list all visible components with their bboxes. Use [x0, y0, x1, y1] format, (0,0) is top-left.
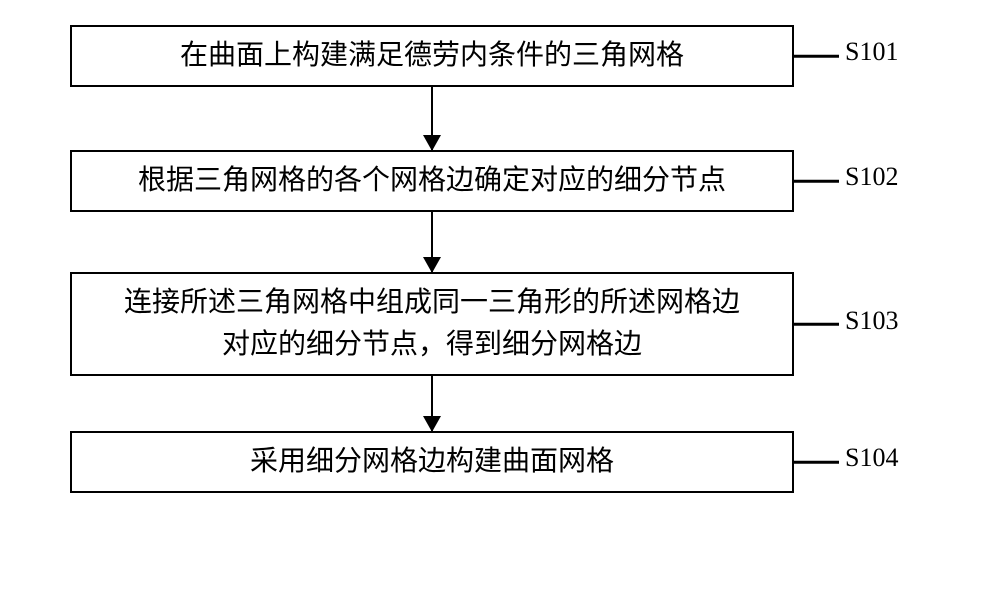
step-1-label: S101	[845, 37, 898, 67]
arrow-3-head	[423, 416, 441, 432]
step-3-text-line1: 连接所述三角网格中组成同一三角形的所述网格边	[124, 282, 740, 324]
step-1-box: 在曲面上构建满足德劳内条件的三角网格	[70, 25, 794, 87]
flowchart-step-4: 采用细分网格边构建曲面网格 S104	[70, 431, 930, 493]
step-4-text: 采用细分网格边构建曲面网格	[250, 441, 614, 483]
arrow-1-head	[423, 135, 441, 151]
step-1-connector	[794, 55, 839, 58]
arrow-2	[70, 212, 794, 272]
step-3-text-line2: 对应的细分节点，得到细分网格边	[124, 324, 740, 366]
flowchart-step-3: 连接所述三角网格中组成同一三角形的所述网格边 对应的细分节点，得到细分网格边 S…	[70, 272, 930, 376]
step-2-box: 根据三角网格的各个网格边确定对应的细分节点	[70, 150, 794, 212]
arrow-2-head	[423, 257, 441, 273]
step-4-label: S104	[845, 443, 898, 473]
step-2-connector	[794, 180, 839, 183]
flowchart-step-1: 在曲面上构建满足德劳内条件的三角网格 S101	[70, 25, 930, 87]
step-4-connector	[794, 461, 839, 464]
step-3-label: S103	[845, 306, 898, 336]
step-1-text: 在曲面上构建满足德劳内条件的三角网格	[180, 35, 684, 77]
step-3-box: 连接所述三角网格中组成同一三角形的所述网格边 对应的细分节点，得到细分网格边	[70, 272, 794, 376]
arrow-3	[70, 376, 794, 431]
step-2-label: S102	[845, 162, 898, 192]
step-4-box: 采用细分网格边构建曲面网格	[70, 431, 794, 493]
step-3-text-wrap: 连接所述三角网格中组成同一三角形的所述网格边 对应的细分节点，得到细分网格边	[124, 282, 740, 366]
step-2-text: 根据三角网格的各个网格边确定对应的细分节点	[138, 160, 726, 202]
flowchart-container: 在曲面上构建满足德劳内条件的三角网格 S101 根据三角网格的各个网格边确定对应…	[70, 25, 930, 493]
arrow-1	[70, 87, 794, 150]
step-3-connector	[794, 323, 839, 326]
flowchart-step-2: 根据三角网格的各个网格边确定对应的细分节点 S102	[70, 150, 930, 212]
